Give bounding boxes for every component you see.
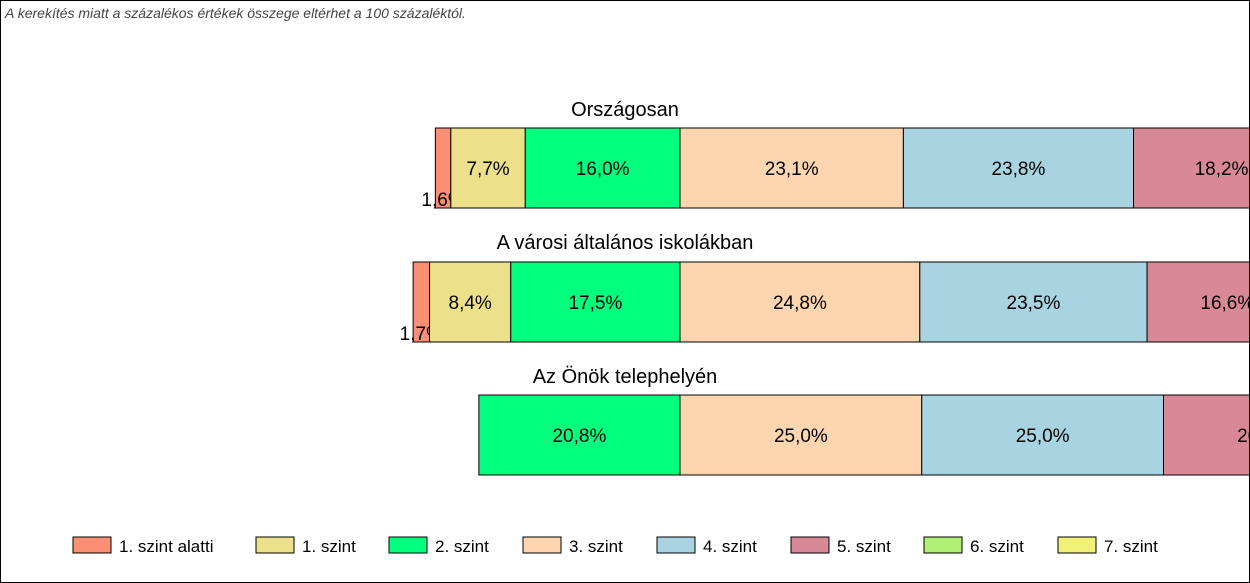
bar-segment-row0-cat2 — [524, 127, 681, 209]
legend-label-1: 1. szint — [302, 537, 356, 556]
legend-label-0: 1. szint alatti — [119, 537, 214, 556]
legend-label-6: 6. szint — [970, 537, 1024, 556]
row-title-varosi: A városi általános iskolákban — [496, 232, 754, 254]
legend-label-7: 7. szint — [1104, 537, 1158, 556]
bar-segment-row1-cat3 — [679, 261, 921, 343]
bar-segment-row1-cat4 — [919, 261, 1148, 343]
bar-segment-row0-cat1 — [450, 127, 526, 209]
data-label-row2-cat2: 20,8% — [552, 426, 606, 447]
bar-segment-row1-cat2 — [510, 261, 681, 343]
data-label-row1-cat3: 24,8% — [773, 293, 827, 314]
data-label-row2-cat5: 20,8% — [1237, 426, 1249, 447]
legend-swatch-5 — [790, 536, 830, 554]
bar-segment-row0-cat5 — [1133, 127, 1249, 209]
legend-label-4: 4. szint — [703, 537, 757, 556]
legend-swatch-6 — [923, 536, 963, 554]
row-title-telephely: Az Önök telephelyén — [532, 366, 718, 388]
bar-segment-row2-cat2 — [478, 394, 681, 476]
row-title-orszagosan: Országosan — [571, 99, 679, 121]
data-label-row0-cat3: 23,1% — [765, 159, 819, 180]
data-label-row1-cat1: 8,4% — [449, 293, 492, 314]
data-label-row0-cat4: 23,8% — [992, 159, 1046, 180]
rounding-note: A kerekítés miatt a százalékos értékek ö… — [5, 5, 466, 21]
bar-segment-row0-cat3 — [679, 127, 904, 209]
legend-swatch-4 — [656, 536, 696, 554]
legend-label-2: 2. szint — [435, 537, 489, 556]
data-label-row1-cat4: 23,5% — [1007, 293, 1061, 314]
legend-swatch-2 — [388, 536, 428, 554]
data-label-row0-cat5: 18,2% — [1195, 159, 1249, 180]
legend-label-5: 5. szint — [837, 537, 891, 556]
legend-swatch-3 — [522, 536, 562, 554]
bar-segment-row0-cat4 — [902, 127, 1135, 209]
data-label-row0-cat2: 16,0% — [576, 159, 630, 180]
legend-swatch-0 — [72, 536, 112, 554]
legend-swatch-1 — [255, 536, 295, 554]
bar-segment-row2-cat5 — [1163, 394, 1249, 476]
data-label-row2-cat4: 25,0% — [1016, 426, 1070, 447]
data-label-row0-cat1: 7,7% — [466, 159, 509, 180]
bar-segment-row1-cat5 — [1146, 261, 1249, 343]
legend-label-3: 3. szint — [569, 537, 623, 556]
data-label-row1-cat2: 17,5% — [568, 293, 622, 314]
bar-segment-row2-cat3 — [679, 394, 923, 476]
legend-swatch-7 — [1057, 536, 1097, 554]
bar-segment-row2-cat4 — [921, 394, 1164, 476]
data-label-row2-cat3: 25,0% — [774, 426, 828, 447]
data-label-row1-cat5: 16,6% — [1200, 293, 1249, 314]
